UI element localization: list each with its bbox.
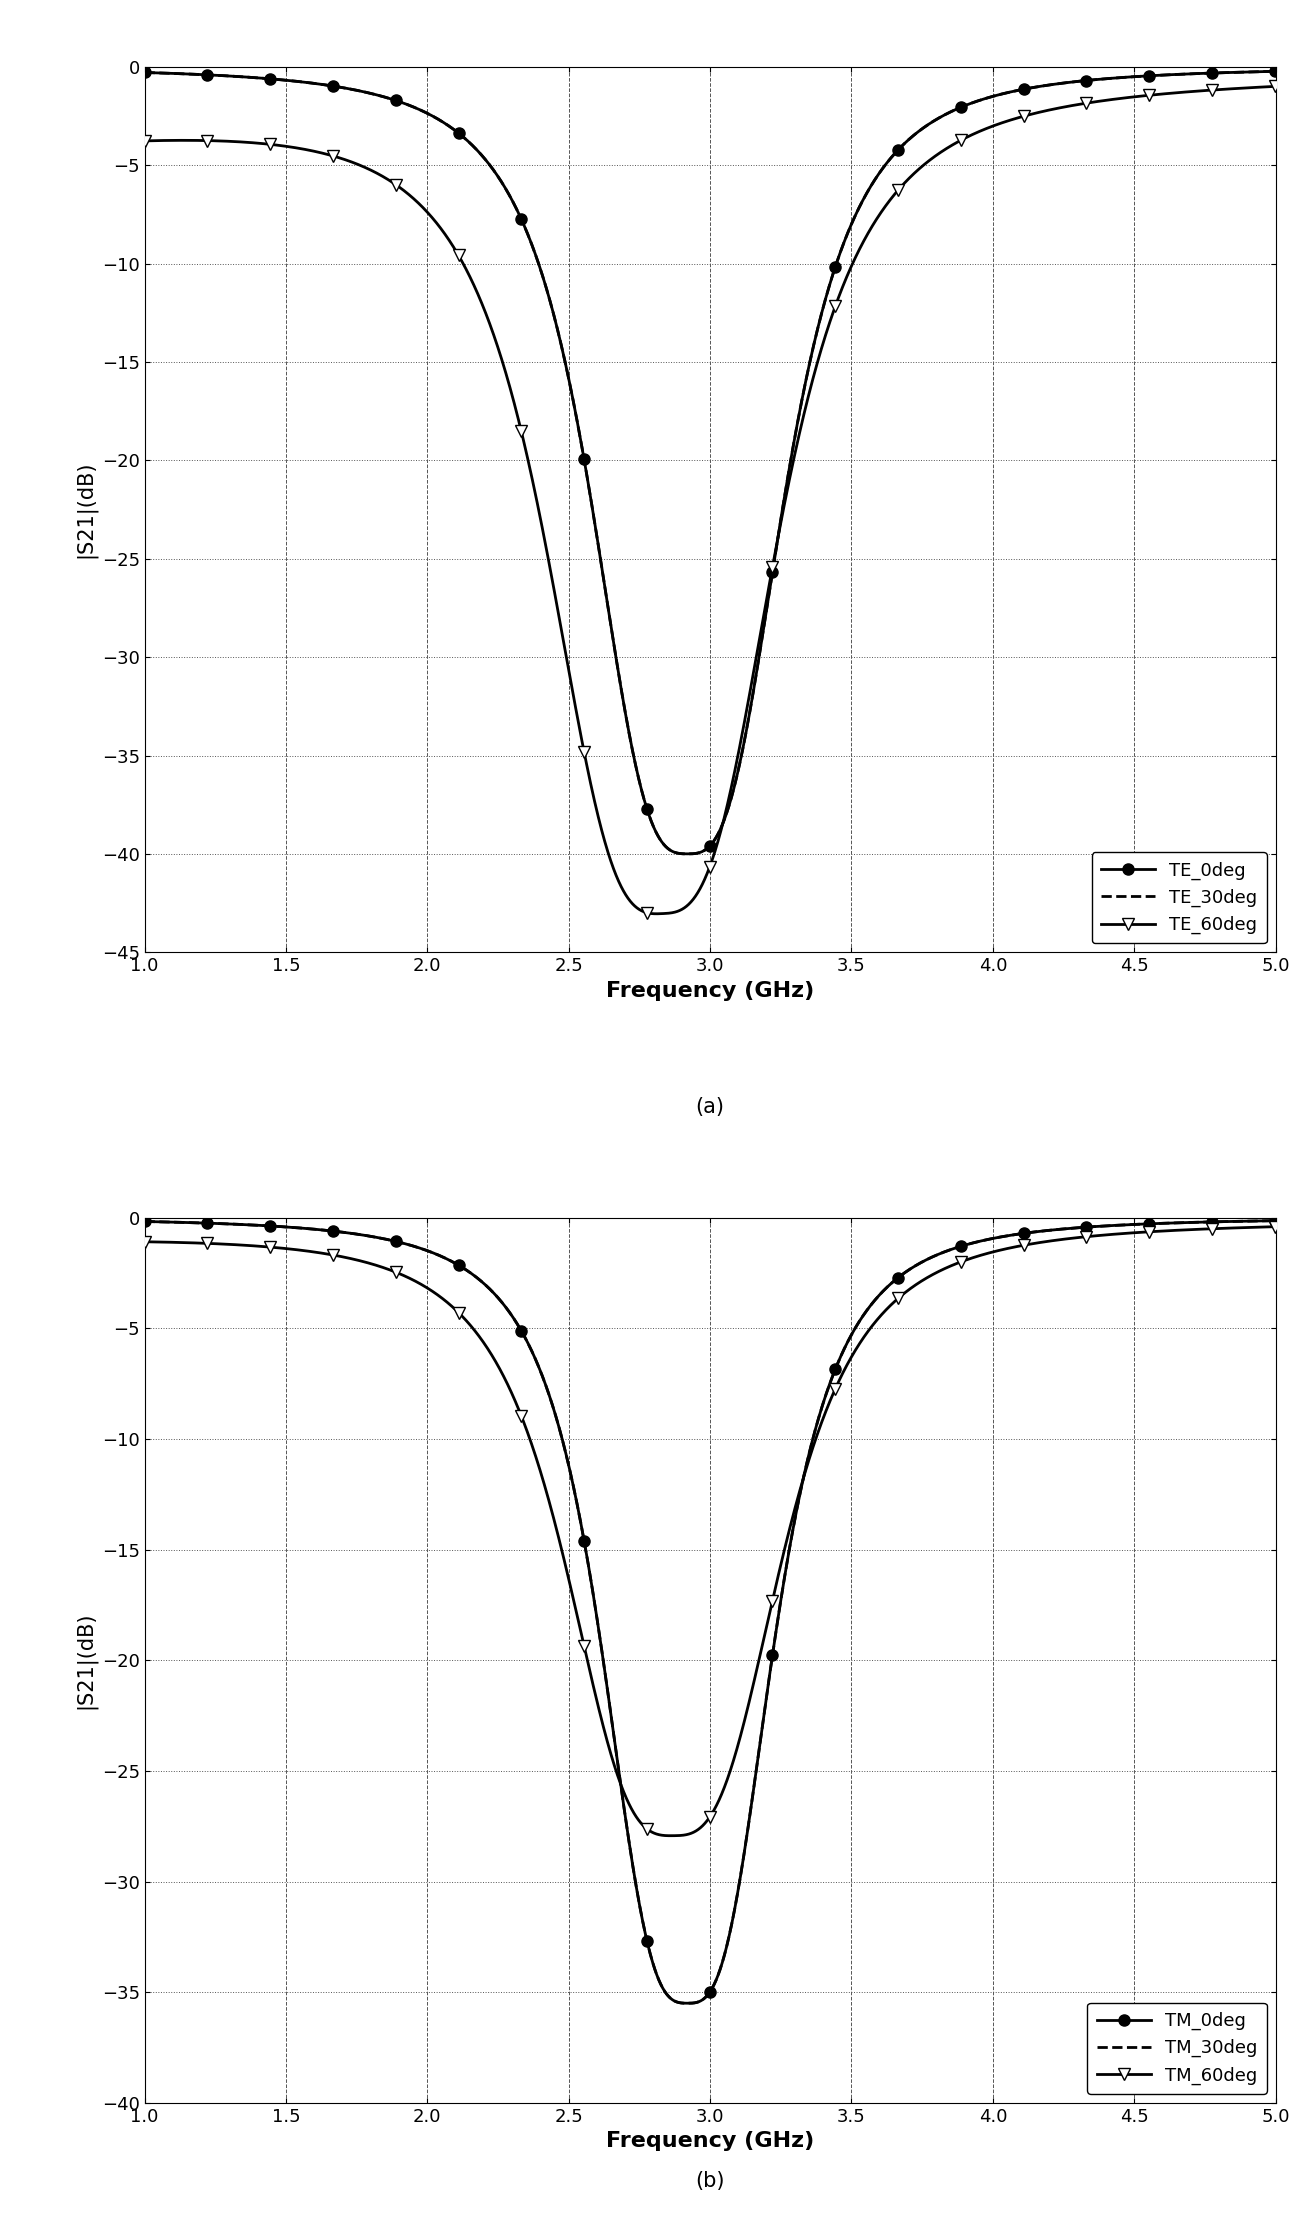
- TE_0deg: [680, 841, 696, 868]
- Line: TM_60deg: TM_60deg: [139, 1221, 1281, 1841]
- TM_30deg: [1268, 1208, 1283, 1235]
- Text: (a): (a): [696, 1098, 725, 1116]
- Line: TM_0deg: TM_0deg: [139, 1215, 1281, 2009]
- Line: TE_0deg: TE_0deg: [139, 65, 1281, 859]
- Y-axis label: |S21|(dB): |S21|(dB): [75, 461, 96, 559]
- TE_60deg: [1268, 74, 1283, 101]
- TE_0deg: [1268, 58, 1283, 85]
- TM_30deg: [680, 1989, 696, 2016]
- TE_60deg: [621, 886, 636, 913]
- TE_30deg: [611, 667, 627, 693]
- TE_60deg: [1177, 78, 1193, 105]
- TE_60deg: [611, 870, 627, 897]
- TE_60deg: [1233, 74, 1249, 101]
- TM_60deg: [1177, 1217, 1193, 1244]
- TM_30deg: [675, 1989, 690, 2016]
- TM_30deg: [1177, 1210, 1193, 1237]
- TM_60deg: [621, 1790, 636, 1816]
- TE_30deg: [680, 841, 696, 868]
- Legend: TM_0deg, TM_30deg, TM_60deg: TM_0deg, TM_30deg, TM_60deg: [1088, 2002, 1266, 2094]
- TM_0deg: [1268, 1208, 1283, 1235]
- TE_30deg: [1233, 58, 1249, 85]
- TE_60deg: [675, 895, 690, 922]
- TE_60deg: [959, 123, 974, 150]
- TM_0deg: [137, 1208, 153, 1235]
- TM_0deg: [675, 1989, 690, 2016]
- TE_0deg: [675, 841, 690, 868]
- TE_0deg: [611, 667, 627, 693]
- TE_0deg: [1177, 60, 1193, 87]
- Legend: TE_0deg, TE_30deg, TE_60deg: TE_0deg, TE_30deg, TE_60deg: [1091, 852, 1266, 944]
- TM_60deg: [663, 1823, 679, 1850]
- TM_60deg: [675, 1821, 690, 1848]
- Line: TE_30deg: TE_30deg: [145, 72, 1276, 855]
- TM_30deg: [611, 1765, 627, 1792]
- TE_30deg: [1177, 60, 1193, 87]
- TM_30deg: [137, 1208, 153, 1235]
- TE_0deg: [959, 92, 974, 119]
- Text: (b): (b): [696, 2172, 725, 2190]
- TE_30deg: [959, 92, 974, 119]
- TE_30deg: [621, 718, 636, 745]
- TM_30deg: [959, 1230, 974, 1257]
- TM_0deg: [621, 1828, 636, 1854]
- TE_30deg: [1268, 58, 1283, 85]
- Line: TE_60deg: TE_60deg: [139, 81, 1281, 919]
- TE_0deg: [621, 718, 636, 745]
- TM_0deg: [959, 1230, 974, 1257]
- TM_30deg: [1233, 1208, 1249, 1235]
- TE_60deg: [648, 899, 664, 926]
- Y-axis label: |S21|(dB): |S21|(dB): [75, 1611, 96, 1709]
- TM_0deg: [1233, 1208, 1249, 1235]
- TM_60deg: [137, 1228, 153, 1255]
- TM_60deg: [1268, 1212, 1283, 1239]
- TE_30deg: [137, 58, 153, 85]
- TE_60deg: [137, 128, 153, 154]
- TM_30deg: [621, 1828, 636, 1854]
- TM_0deg: [611, 1765, 627, 1792]
- TM_0deg: [680, 1989, 696, 2016]
- X-axis label: Frequency (GHz): Frequency (GHz): [606, 2132, 814, 2152]
- TM_60deg: [611, 1767, 627, 1794]
- TE_30deg: [675, 841, 690, 868]
- TM_60deg: [959, 1246, 974, 1273]
- X-axis label: Frequency (GHz): Frequency (GHz): [606, 980, 814, 1000]
- TE_0deg: [137, 58, 153, 85]
- TE_0deg: [1233, 58, 1249, 85]
- TM_60deg: [1233, 1215, 1249, 1242]
- TM_0deg: [1177, 1210, 1193, 1237]
- Line: TM_30deg: TM_30deg: [145, 1221, 1276, 2002]
